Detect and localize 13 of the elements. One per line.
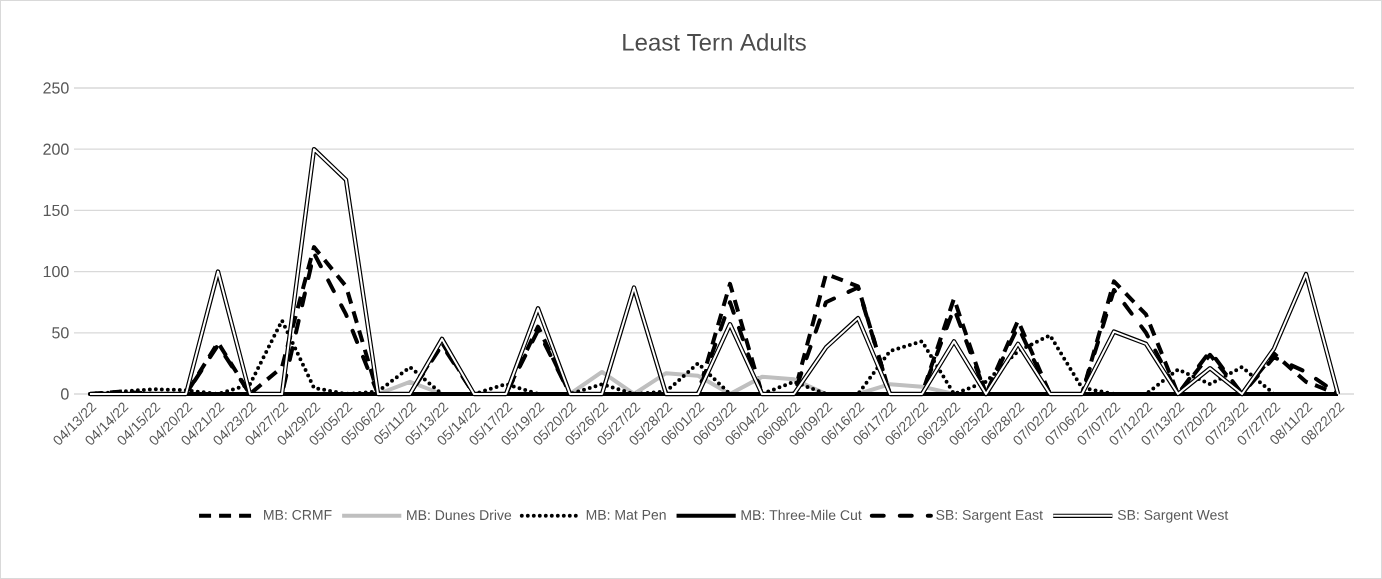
y-tick-label: 50 xyxy=(52,327,69,339)
legend-label: MB: CRMF xyxy=(264,509,332,520)
y-tick-label: 250 xyxy=(43,82,69,94)
legend-label: MB: Three-Mile Cut xyxy=(741,509,862,521)
legend-label: MB: Mat Pen xyxy=(586,510,666,520)
legend-label: SB: Sargent West xyxy=(1117,509,1229,523)
y-tick-label: 0 xyxy=(61,388,69,400)
y-tick-label: 200 xyxy=(43,143,69,155)
y-tick-label: 100 xyxy=(43,265,69,278)
legend-label: MB: Dunes Drive xyxy=(407,509,512,521)
chart-title: Least Tern Adults xyxy=(623,33,806,51)
y-tick-label: 150 xyxy=(43,204,69,217)
legend-label: SB: Sargent East xyxy=(936,509,1043,523)
